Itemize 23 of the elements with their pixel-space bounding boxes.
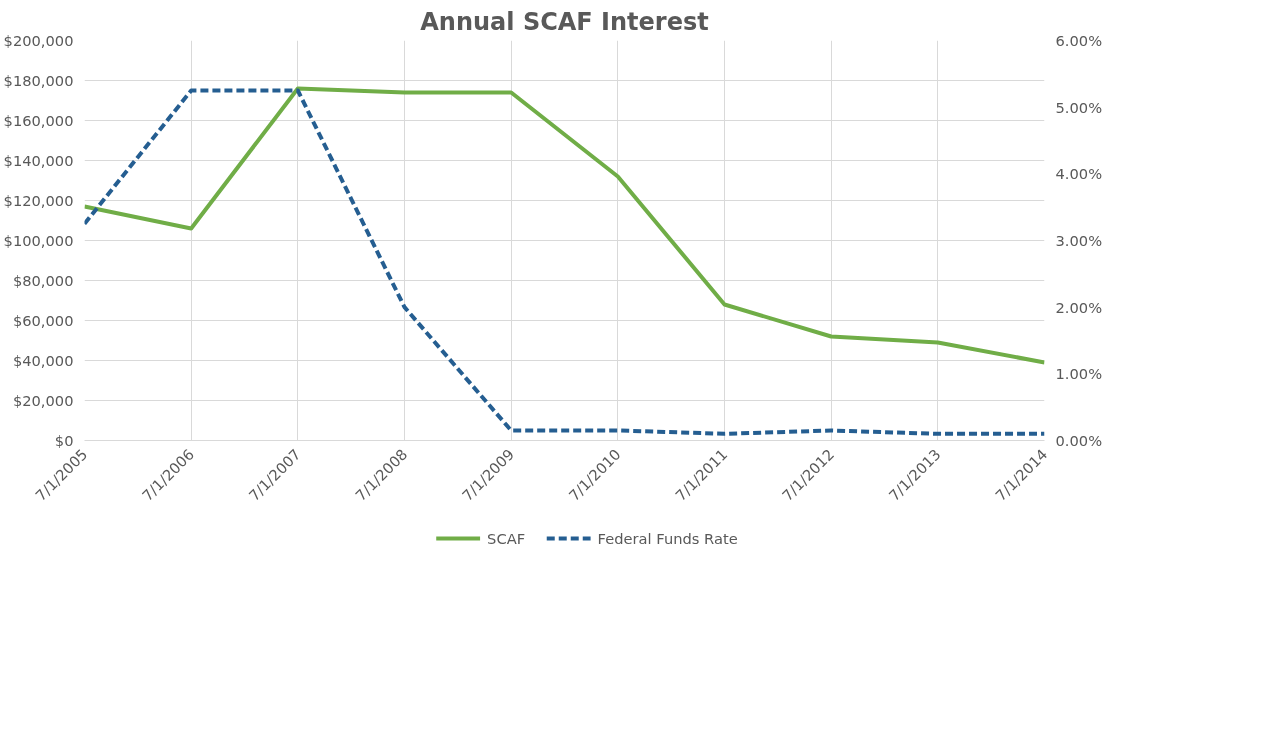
y2-tick-label: 3.00% bbox=[1055, 232, 1103, 249]
y-tick-label: $200,000 bbox=[3, 32, 74, 49]
y2-tick-label: 4.00% bbox=[1055, 165, 1103, 183]
y-tick-label: $40,000 bbox=[12, 352, 74, 369]
y-tick-label: $120,000 bbox=[3, 192, 74, 209]
y2-tick-label: 5.00% bbox=[1055, 98, 1103, 116]
y-tick-label: $100,000 bbox=[3, 232, 74, 249]
y-tick-label: $140,000 bbox=[3, 152, 74, 169]
y-tick-label: $160,000 bbox=[3, 112, 74, 129]
line-series bbox=[84, 86, 1045, 365]
y-tick-label: $80,000 bbox=[12, 272, 74, 289]
y2-tick-label: 2.00% bbox=[1055, 298, 1103, 316]
legend-label: SCAF bbox=[487, 530, 526, 547]
y-tick-label: $60,000 bbox=[12, 312, 74, 329]
y-tick-label: $0 bbox=[54, 432, 74, 449]
y2-tick-label: 0.00% bbox=[1055, 432, 1103, 449]
legend-label: Federal Funds Rate bbox=[597, 530, 738, 547]
y2-tick-label: 1.00% bbox=[1055, 365, 1103, 383]
y-tick-label: $20,000 bbox=[12, 392, 74, 409]
y-tick-label: $180,000 bbox=[3, 72, 74, 89]
line-series bbox=[84, 88, 1045, 436]
chart-title: Annual SCAF Interest bbox=[420, 7, 709, 36]
y2-tick-label: 6.00% bbox=[1055, 32, 1103, 49]
